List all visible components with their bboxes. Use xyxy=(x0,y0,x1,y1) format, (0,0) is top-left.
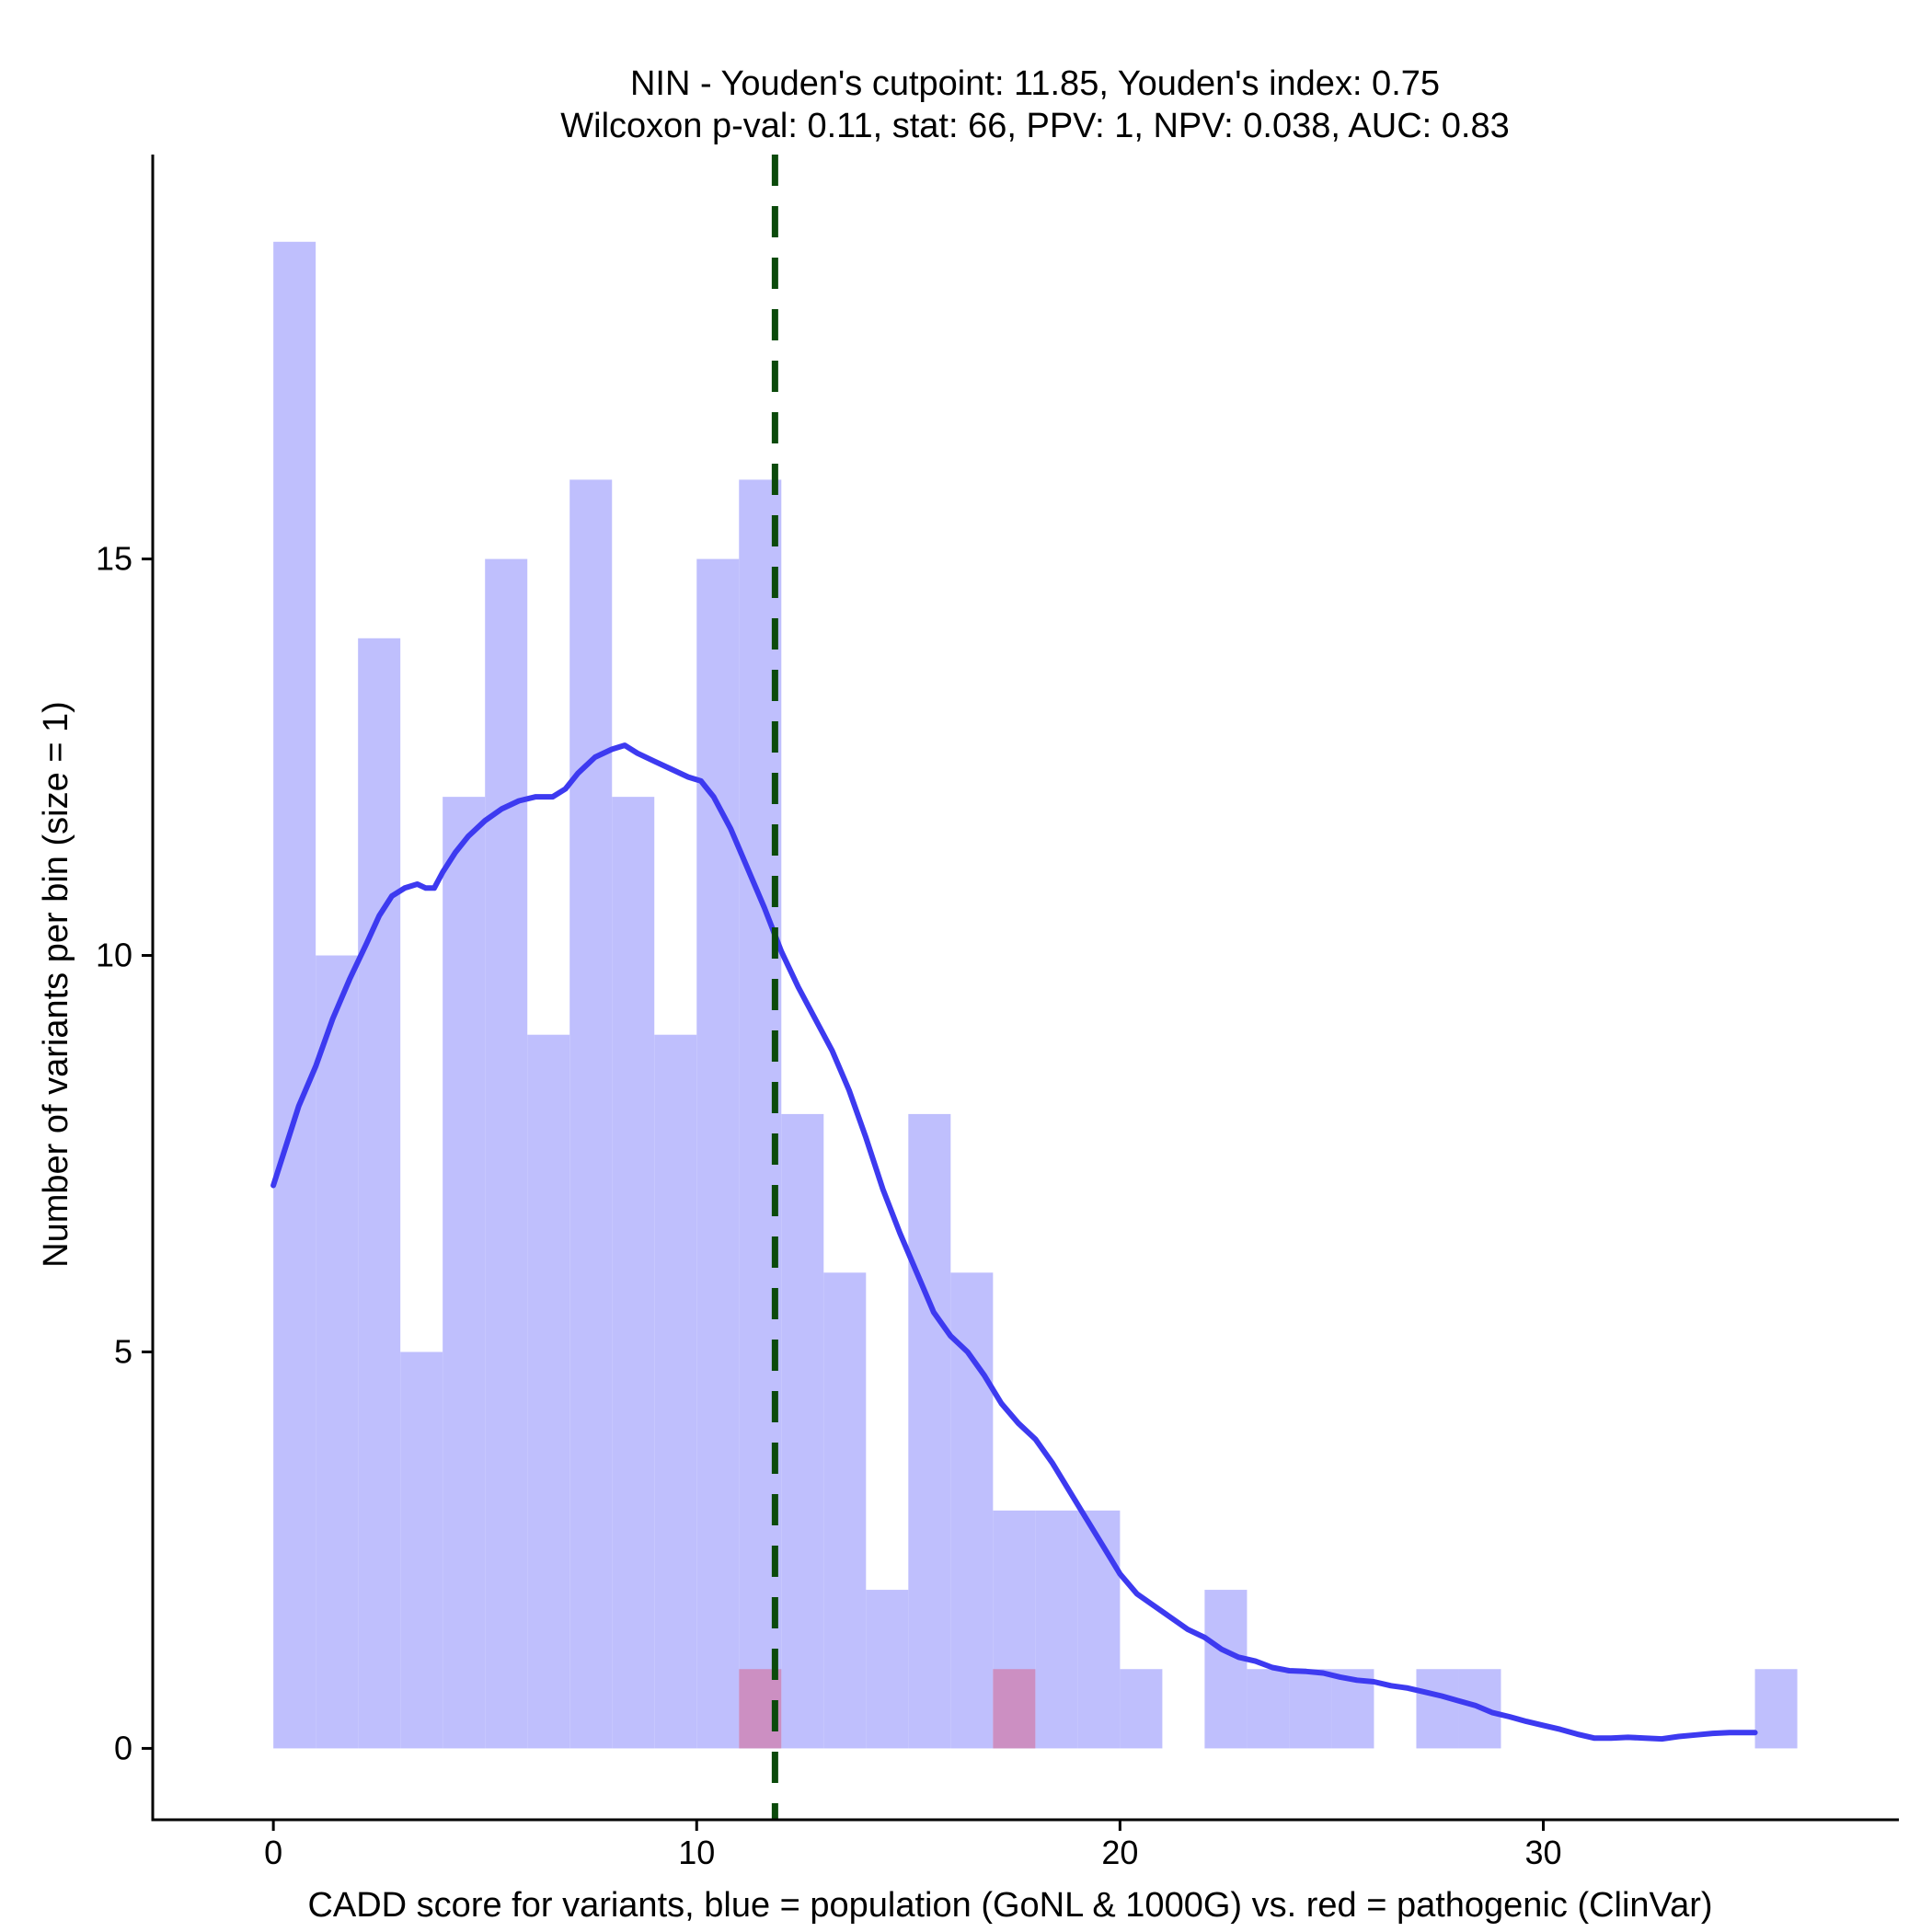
y-tick-label-0: 0 xyxy=(114,1729,132,1766)
population-bar-35 xyxy=(1754,1669,1798,1749)
population-bar-19 xyxy=(1077,1510,1121,1749)
x-tick-label-30: 30 xyxy=(1524,1834,1561,1871)
y-tick-label-15: 15 xyxy=(96,540,132,578)
population-bar-5 xyxy=(485,558,528,1749)
population-bar-15 xyxy=(908,1113,951,1749)
density-curve xyxy=(270,742,1758,1742)
population-bar-7 xyxy=(569,479,613,1749)
population-bar-20 xyxy=(1120,1669,1163,1749)
population-bar-3 xyxy=(400,1351,443,1749)
population-bar-14 xyxy=(866,1590,909,1749)
x-tick-label-20: 20 xyxy=(1101,1834,1138,1871)
population-bar-1 xyxy=(316,955,359,1749)
population-bar-8 xyxy=(612,797,655,1749)
y-tick-label-5: 5 xyxy=(114,1332,132,1370)
y-axis-ticks: 0 5 10 15 xyxy=(96,540,153,1766)
population-bar-13 xyxy=(823,1272,867,1749)
population-bar-0 xyxy=(273,241,316,1749)
population-bar-22 xyxy=(1204,1590,1248,1749)
y-tick-label-10: 10 xyxy=(96,937,132,974)
population-bar-18 xyxy=(1035,1510,1078,1749)
population-bar-2 xyxy=(358,638,401,1749)
population-bar-9 xyxy=(654,1034,697,1749)
chart-title-line-1: NIN - Youden's cutpoint: 11.85, Youden's… xyxy=(630,64,1440,103)
population-bar-23 xyxy=(1247,1669,1290,1749)
pathogenic-bar-17 xyxy=(993,1669,1036,1749)
x-axis-ticks: 0 10 20 30 xyxy=(264,1820,1562,1871)
y-axis-title: Number of variants per bin (size = 1) xyxy=(37,701,75,1268)
x-tick-label-10: 10 xyxy=(678,1834,715,1871)
x-axis-title: CADD score for variants, blue = populati… xyxy=(307,1886,1712,1925)
x-tick-label-0: 0 xyxy=(264,1834,282,1871)
population-bar-12 xyxy=(781,1113,824,1749)
population-bar-4 xyxy=(443,797,486,1749)
chart-title-line-2: Wilcoxon p-val: 0.11, stat: 66, PPV: 1, … xyxy=(560,107,1509,145)
population-bar-10 xyxy=(696,558,740,1749)
population-bar-27 xyxy=(1416,1669,1459,1749)
population-bar-16 xyxy=(950,1272,994,1749)
population-bar-6 xyxy=(527,1034,570,1749)
population-bars xyxy=(273,241,1798,1749)
population-bar-24 xyxy=(1289,1669,1332,1749)
